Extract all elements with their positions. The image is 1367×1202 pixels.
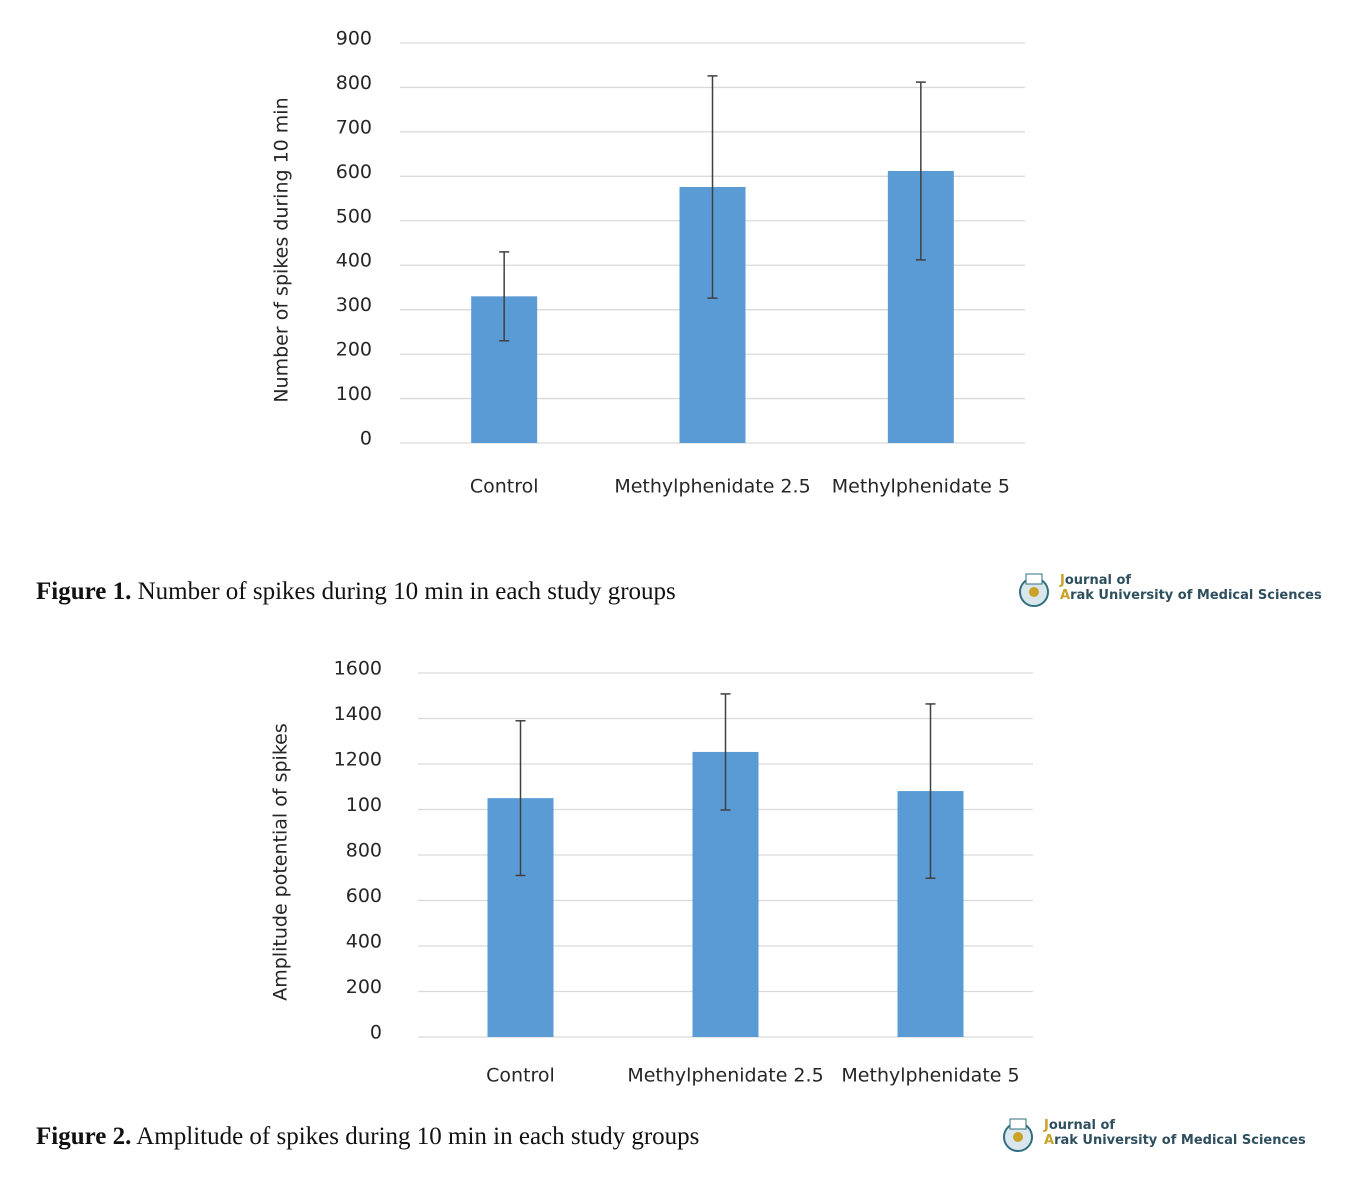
y-tick-label: 0 [370, 1022, 382, 1044]
x-tick-label: Methylphenidate 2.5 [627, 1065, 823, 1087]
y-axis-label: Number of spikes during 10 min [271, 97, 293, 402]
y-tick-label: 1200 [334, 749, 382, 771]
journal-line: Arak University of Medical Sciences [1044, 1133, 1306, 1148]
journal-line: Arak University of Medical Sciences [1060, 588, 1322, 603]
y-axis-label: Amplitude potential of spikes [270, 723, 292, 1000]
y-tick-label: 400 [346, 931, 382, 953]
figure-caption: Amplitude of spikes during 10 min in eac… [136, 1123, 700, 1150]
y-tick-label: 600 [346, 885, 382, 907]
y-tick-label: 500 [336, 205, 372, 227]
x-tick-label: Control [470, 476, 539, 498]
y-tick-label: 200 [336, 339, 372, 361]
figure-caption: Number of spikes during 10 min in each s… [137, 578, 676, 605]
logo: Journal of Arak University of Medical Sci… [1012, 568, 1322, 608]
y-tick-label: 800 [336, 72, 372, 94]
y-tick-label: 900 [336, 28, 372, 50]
y-tick-label: 600 [336, 161, 372, 183]
y-tick-label: 300 [336, 294, 372, 316]
y-tick-label: 0 [360, 428, 372, 450]
chart: Number of spikes during 10 min 0 100 200 30… [271, 28, 1025, 498]
figure-label: Figure 1. [36, 578, 132, 605]
logo-icon [1019, 573, 1049, 607]
y-tick-label: 800 [346, 840, 382, 862]
y-tick-label: 100 [336, 383, 372, 405]
x-tick-label: Methylphenidate 5 [841, 1065, 1019, 1087]
x-tick-label: Methylphenidate 5 [832, 476, 1010, 498]
y-tick-label: 1600 [334, 658, 382, 680]
x-tick-label: Methylphenidate 2.5 [614, 476, 810, 498]
logo: Journal of Arak University of Medical Sci… [996, 1113, 1306, 1153]
y-tick-label: 200 [346, 976, 382, 998]
y-tick-label: 100 [346, 794, 382, 816]
figure-label: Figure 2. [36, 1123, 132, 1150]
caption: Figure 2. Amplitude of spikes during 10 … [36, 1123, 699, 1151]
journal-line: Journal of [1044, 1118, 1116, 1133]
logo-icon [1003, 1118, 1033, 1152]
y-tick-label: 700 [336, 116, 372, 138]
chart: Amplitude potential of spikes 0 200 400 600… [270, 658, 1033, 1087]
caption: Figure 1. Number of spikes during 10 min… [36, 578, 676, 606]
y-tick-label: 1400 [334, 703, 382, 725]
journal-line: Journal of [1060, 573, 1132, 588]
y-tick-label: 400 [336, 250, 372, 272]
x-tick-label: Control [486, 1065, 555, 1087]
